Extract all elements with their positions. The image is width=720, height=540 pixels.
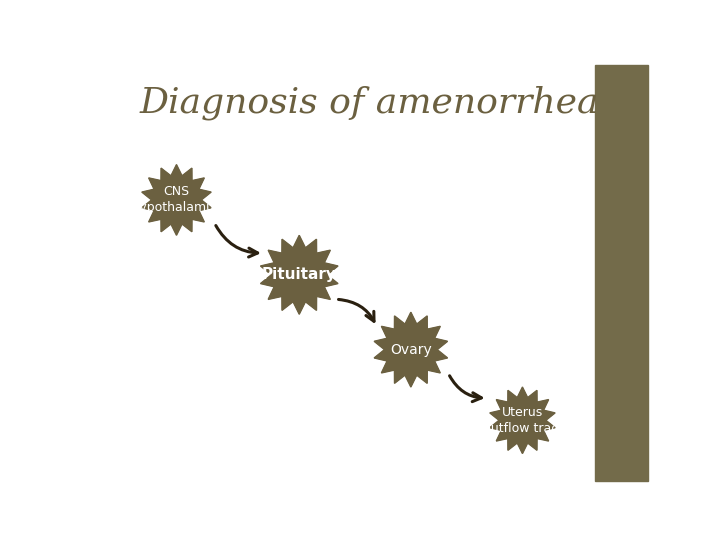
- Text: Pituitary: Pituitary: [262, 267, 337, 282]
- Polygon shape: [142, 165, 211, 235]
- Text: Uterus
Outflow tract: Uterus Outflow tract: [482, 406, 564, 435]
- Polygon shape: [490, 387, 555, 454]
- Text: CNS
Hypothalamus: CNS Hypothalamus: [131, 185, 222, 214]
- Bar: [595, 65, 648, 481]
- Text: Diagnosis of amenorrhea: Diagnosis of amenorrhea: [139, 85, 599, 120]
- Polygon shape: [374, 312, 448, 387]
- Polygon shape: [261, 235, 338, 314]
- Text: Ovary: Ovary: [390, 342, 432, 356]
